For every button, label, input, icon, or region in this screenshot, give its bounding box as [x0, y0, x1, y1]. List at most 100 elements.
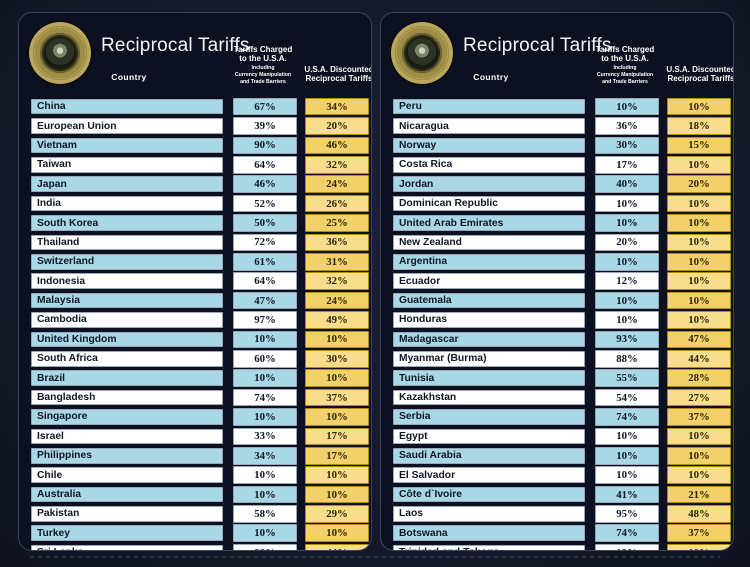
cell-tariff-discounted: 10% — [667, 543, 731, 550]
table-row: Bangladesh 74% 37% — [19, 388, 371, 407]
table-row: Laos 95% 48% — [381, 504, 733, 523]
cell-tariff-discounted: 10% — [667, 156, 731, 174]
cell-tariff-charged: 10% — [595, 253, 659, 271]
tariff-panel-left: Reciprocal Tariffs Country Tariffs Charg… — [18, 12, 372, 551]
cell-tariff-charged: 41% — [595, 485, 659, 504]
cell-tariff-discounted: 37% — [667, 408, 731, 426]
cell-country: India — [31, 195, 223, 212]
cell-country: Norway — [393, 137, 585, 154]
charged-line-2: to the U.S.A. — [601, 53, 649, 63]
cell-tariff-charged: 46% — [233, 175, 297, 194]
table-row: New Zealand 20% 10% — [381, 233, 733, 252]
table-row: Serbia 74% 37% — [381, 407, 733, 426]
cell-country: Thailand — [31, 234, 223, 251]
tariff-rows-right: Peru 10% 10% Nicaragua 36% 18% Norway 30% 15% Cos… — [381, 97, 733, 550]
cell-tariff-discounted: 10% — [305, 330, 369, 349]
column-header-country: Country — [473, 72, 509, 82]
cell-tariff-charged: 10% — [595, 291, 659, 310]
cell-tariff-discounted: 10% — [305, 369, 369, 387]
cell-tariff-charged: 30% — [595, 136, 659, 155]
cell-tariff-discounted: 44% — [667, 349, 731, 368]
table-row: Trinidad and Tobago 12% 10% — [381, 543, 733, 550]
cell-tariff-charged: 12% — [595, 543, 659, 550]
cell-tariff-charged: 10% — [595, 446, 659, 465]
cell-tariff-discounted: 10% — [305, 466, 369, 484]
cell-country: Honduras — [393, 312, 585, 328]
charged-sub-1: Including — [613, 64, 637, 71]
cell-tariff-charged: 74% — [595, 408, 659, 426]
cell-country: Philippines — [31, 447, 223, 464]
charged-line-2: to the U.S.A. — [239, 53, 287, 63]
cell-tariff-discounted: 20% — [667, 175, 731, 194]
cell-country: Guatemala — [393, 292, 585, 309]
cell-country: United Arab Emirates — [393, 215, 585, 231]
column-header-discounted: U.S.A. Discounted Reciprocal Tariffs — [303, 65, 372, 84]
cell-country: Singapore — [31, 409, 223, 425]
charged-line-1: Tariffs Charged — [233, 45, 293, 54]
cell-tariff-discounted: 10% — [667, 97, 731, 116]
cell-tariff-charged: 52% — [233, 194, 297, 213]
cell-tariff-discounted: 10% — [667, 427, 731, 446]
cell-tariff-charged: 58% — [233, 505, 297, 523]
discounted-line-2: Reciprocal Tariffs — [305, 73, 372, 83]
cell-tariff-discounted: 25% — [305, 214, 369, 232]
cell-country: Botswana — [393, 525, 585, 542]
discounted-line-2: Reciprocal Tariffs — [667, 73, 734, 83]
table-row: Myanmar (Burma) 88% 44% — [381, 349, 733, 368]
cell-tariff-discounted: 47% — [667, 330, 731, 349]
cell-tariff-charged: 61% — [233, 253, 297, 271]
table-row: Norway 30% 15% — [381, 136, 733, 155]
panel-seam-divider — [30, 556, 720, 558]
cell-tariff-charged: 64% — [233, 272, 297, 290]
cell-tariff-charged: 10% — [595, 194, 659, 213]
cell-country: El Salvador — [393, 467, 585, 483]
charged-sub-3: and Trade Barriers — [602, 79, 648, 86]
cell-tariff-charged: 34% — [233, 446, 297, 465]
table-row: Jordan 40% 20% — [381, 175, 733, 194]
column-header-discounted: U.S.A. Discounted Reciprocal Tariffs — [665, 65, 734, 84]
cell-tariff-discounted: 10% — [667, 253, 731, 271]
table-row: Turkey 10% 10% — [19, 524, 371, 543]
table-row: Sri Lanka 88% 44% — [19, 543, 371, 550]
table-row: South Africa 60% 30% — [19, 349, 371, 368]
page-title: Reciprocal Tariffs — [101, 35, 250, 56]
discounted-line-1: U.S.A. Discounted — [666, 65, 734, 74]
cell-tariff-charged: 74% — [595, 524, 659, 543]
table-row: Philippines 34% 17% — [19, 446, 371, 465]
cell-tariff-charged: 64% — [233, 156, 297, 174]
table-row: Argentina 10% 10% — [381, 252, 733, 271]
panel-header-left: Reciprocal Tariffs Country Tariffs Charg… — [19, 13, 371, 97]
cell-tariff-discounted: 49% — [305, 311, 369, 329]
cell-country: Bangladesh — [31, 389, 223, 406]
table-row: Singapore 10% 10% — [19, 407, 371, 426]
cell-country: Pakistan — [31, 506, 223, 522]
cell-country: Egypt — [393, 428, 585, 445]
cell-country: Nicaragua — [393, 118, 585, 134]
table-row: United Arab Emirates 10% 10% — [381, 213, 733, 232]
cell-tariff-discounted: 10% — [667, 272, 731, 290]
cell-tariff-charged: 88% — [595, 349, 659, 368]
cell-tariff-charged: 12% — [595, 272, 659, 290]
cell-tariff-discounted: 37% — [667, 524, 731, 543]
cell-tariff-discounted: 28% — [667, 369, 731, 387]
cell-tariff-discounted: 32% — [305, 156, 369, 174]
cell-tariff-charged: 17% — [595, 156, 659, 174]
cell-country: Turkey — [31, 525, 223, 542]
table-row: Taiwan 64% 32% — [19, 155, 371, 174]
cell-tariff-discounted: 32% — [305, 272, 369, 290]
cell-country: Argentina — [393, 254, 585, 270]
cell-country: Myanmar (Burma) — [393, 350, 585, 367]
cell-country: Madagascar — [393, 331, 585, 348]
cell-tariff-discounted: 10% — [667, 233, 731, 252]
charged-line-1: Tariffs Charged — [595, 45, 655, 54]
cell-tariff-discounted: 21% — [667, 485, 731, 504]
cell-tariff-charged: 88% — [233, 543, 297, 550]
table-row: Madagascar 93% 47% — [381, 330, 733, 349]
panel-header-right: Reciprocal Tariffs Country Tariffs Charg… — [381, 13, 733, 97]
cell-tariff-discounted: 48% — [667, 505, 731, 523]
column-header-tariffs-charged: Tariffs Charged to the U.S.A. Including … — [587, 45, 663, 86]
cell-tariff-discounted: 10% — [667, 214, 731, 232]
cell-tariff-charged: 20% — [595, 233, 659, 252]
cell-country: Dominican Republic — [393, 195, 585, 212]
cell-country: Vietnam — [31, 137, 223, 154]
